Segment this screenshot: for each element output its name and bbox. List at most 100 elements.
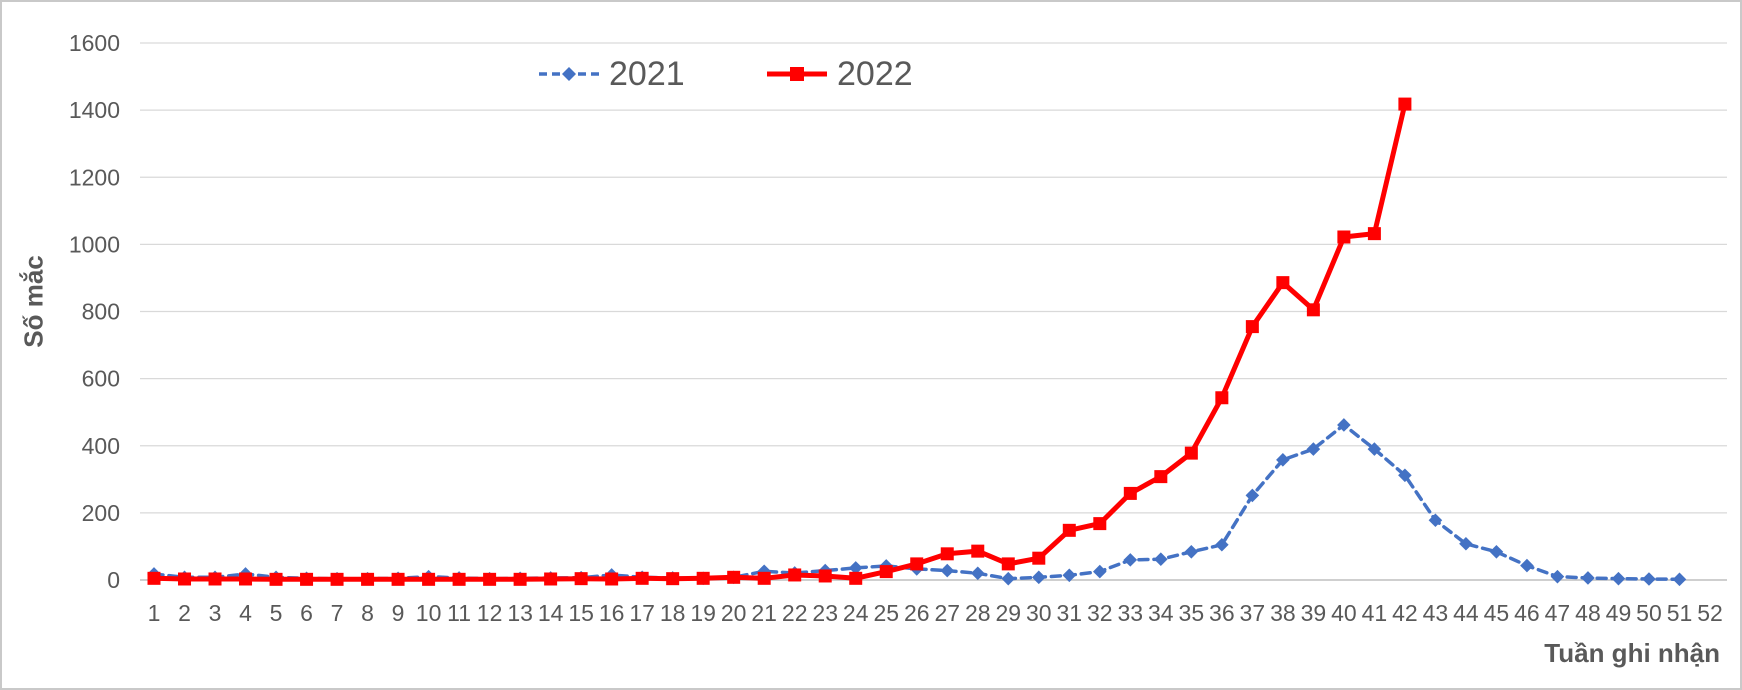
series-2022-marker [483, 572, 497, 586]
series-2021-marker [1459, 536, 1473, 551]
legend-label-2022: 2022 [837, 55, 913, 93]
series-2021-marker [1031, 570, 1046, 585]
series-2022-marker [666, 572, 680, 586]
x-tick-label: 25 [873, 600, 899, 626]
x-tick-label: 23 [812, 600, 838, 626]
x-tick-label: 17 [629, 600, 655, 626]
legend-item-2022: 2022 [766, 52, 913, 96]
series-2022-marker [422, 572, 436, 586]
y-tick-label: 400 [82, 433, 120, 459]
x-tick-label: 22 [782, 600, 808, 626]
x-tick-label: 28 [965, 600, 991, 626]
x-tick-label: 13 [507, 600, 533, 626]
x-tick-label: 32 [1087, 600, 1113, 626]
series-2022-marker [269, 572, 283, 586]
legend-2021-marker-icon [562, 67, 576, 81]
x-tick-label: 4 [239, 600, 252, 626]
series-2022-marker [1001, 557, 1015, 571]
series-2021-marker [1154, 552, 1168, 566]
series-2021-marker [1367, 442, 1382, 456]
series-2022-marker [330, 572, 344, 586]
series-2021-marker [1306, 442, 1321, 456]
series-2022-line [151, 101, 1408, 582]
x-tick-label: 35 [1179, 600, 1205, 626]
x-tick-label: 38 [1270, 600, 1296, 626]
x-tick-label: 45 [1484, 600, 1510, 626]
series-2022-marker [1062, 523, 1076, 537]
x-tick-label: 37 [1240, 600, 1266, 626]
y-tick-label: 800 [82, 299, 120, 325]
series-2022-marker [879, 565, 893, 579]
series-2021-marker [1062, 568, 1077, 583]
series-2022-marker [147, 571, 161, 585]
series-2022-marker [635, 571, 649, 585]
x-tick-label: 21 [751, 600, 777, 626]
x-tick-label: 12 [477, 600, 503, 626]
x-tick-label: 47 [1545, 600, 1571, 626]
series-2022-marker [1215, 391, 1229, 405]
x-tick-label: 34 [1148, 600, 1174, 626]
x-tick-label: 6 [300, 600, 313, 626]
x-tick-label: 26 [904, 600, 930, 626]
series-2022-marker [544, 572, 558, 586]
legend-2022-marker-icon [790, 67, 804, 81]
series-2022-marker [1306, 303, 1320, 317]
series-2022-marker [452, 572, 466, 586]
y-tick-label: 1600 [69, 30, 120, 56]
series-2021-marker [1398, 468, 1412, 483]
x-tick-label: 46 [1514, 600, 1540, 626]
series-2021-marker [1489, 545, 1504, 559]
legend-item-2021: 2021 [538, 52, 685, 96]
series-2022-marker [849, 571, 863, 585]
series-2022-marker [1093, 517, 1107, 531]
series-2022-marker [605, 572, 619, 586]
series-2021-marker [1093, 564, 1107, 579]
series-2021-marker [1672, 572, 1687, 587]
y-tick-label: 1000 [69, 231, 120, 257]
series-2021-marker [1520, 558, 1534, 573]
x-tick-label: 44 [1453, 600, 1479, 626]
series-2022-marker [727, 570, 741, 584]
series-2022-marker [1032, 551, 1046, 565]
x-tick-label: 8 [361, 600, 374, 626]
x-tick-label: 42 [1392, 600, 1418, 626]
x-tick-label: 5 [270, 600, 283, 626]
series-2022-marker [1367, 227, 1381, 241]
x-tick-label: 10 [416, 600, 442, 626]
series-2021-marker [1276, 453, 1290, 467]
x-tick-label: 27 [934, 600, 960, 626]
x-tick-label: 43 [1423, 600, 1449, 626]
x-tick-label: 20 [721, 600, 747, 626]
series-2021-marker [1611, 571, 1626, 586]
series-2021-marker [1123, 553, 1138, 567]
y-tick-label: 600 [82, 366, 120, 392]
x-tick-label: 19 [690, 600, 716, 626]
y-tick-label: 200 [82, 500, 120, 526]
series-2021-line [152, 423, 1682, 582]
x-tick-label: 11 [447, 600, 471, 626]
x-tick-label: 40 [1331, 600, 1357, 626]
series-2021-marker [1001, 571, 1016, 586]
x-tick-label: 2 [178, 600, 191, 626]
y-tick-label: 0 [107, 567, 120, 593]
series-2021-marker [940, 563, 955, 578]
x-tick-label: 9 [392, 600, 405, 626]
series-2022-marker [757, 571, 771, 585]
x-tick-label: 41 [1362, 600, 1388, 626]
y-tick-label: 1400 [69, 97, 120, 123]
series-2022-marker [208, 572, 222, 586]
series-2022-marker [971, 544, 985, 558]
x-tick-label: 3 [209, 600, 222, 626]
series-2022-marker [818, 569, 832, 583]
x-tick-label: 1 [148, 600, 161, 626]
series-2021-marker [970, 566, 985, 581]
series-2022-marker [940, 547, 954, 561]
x-tick-label: 15 [568, 600, 594, 626]
series-2021-marker [848, 561, 863, 575]
series-2022-marker [788, 568, 802, 582]
y-axis-title: Số mắc [18, 255, 49, 348]
series-2021-marker [1642, 572, 1656, 586]
series-2021-marker [1215, 537, 1229, 552]
series-2022-marker [391, 572, 405, 586]
series-2022-marker [513, 572, 527, 586]
